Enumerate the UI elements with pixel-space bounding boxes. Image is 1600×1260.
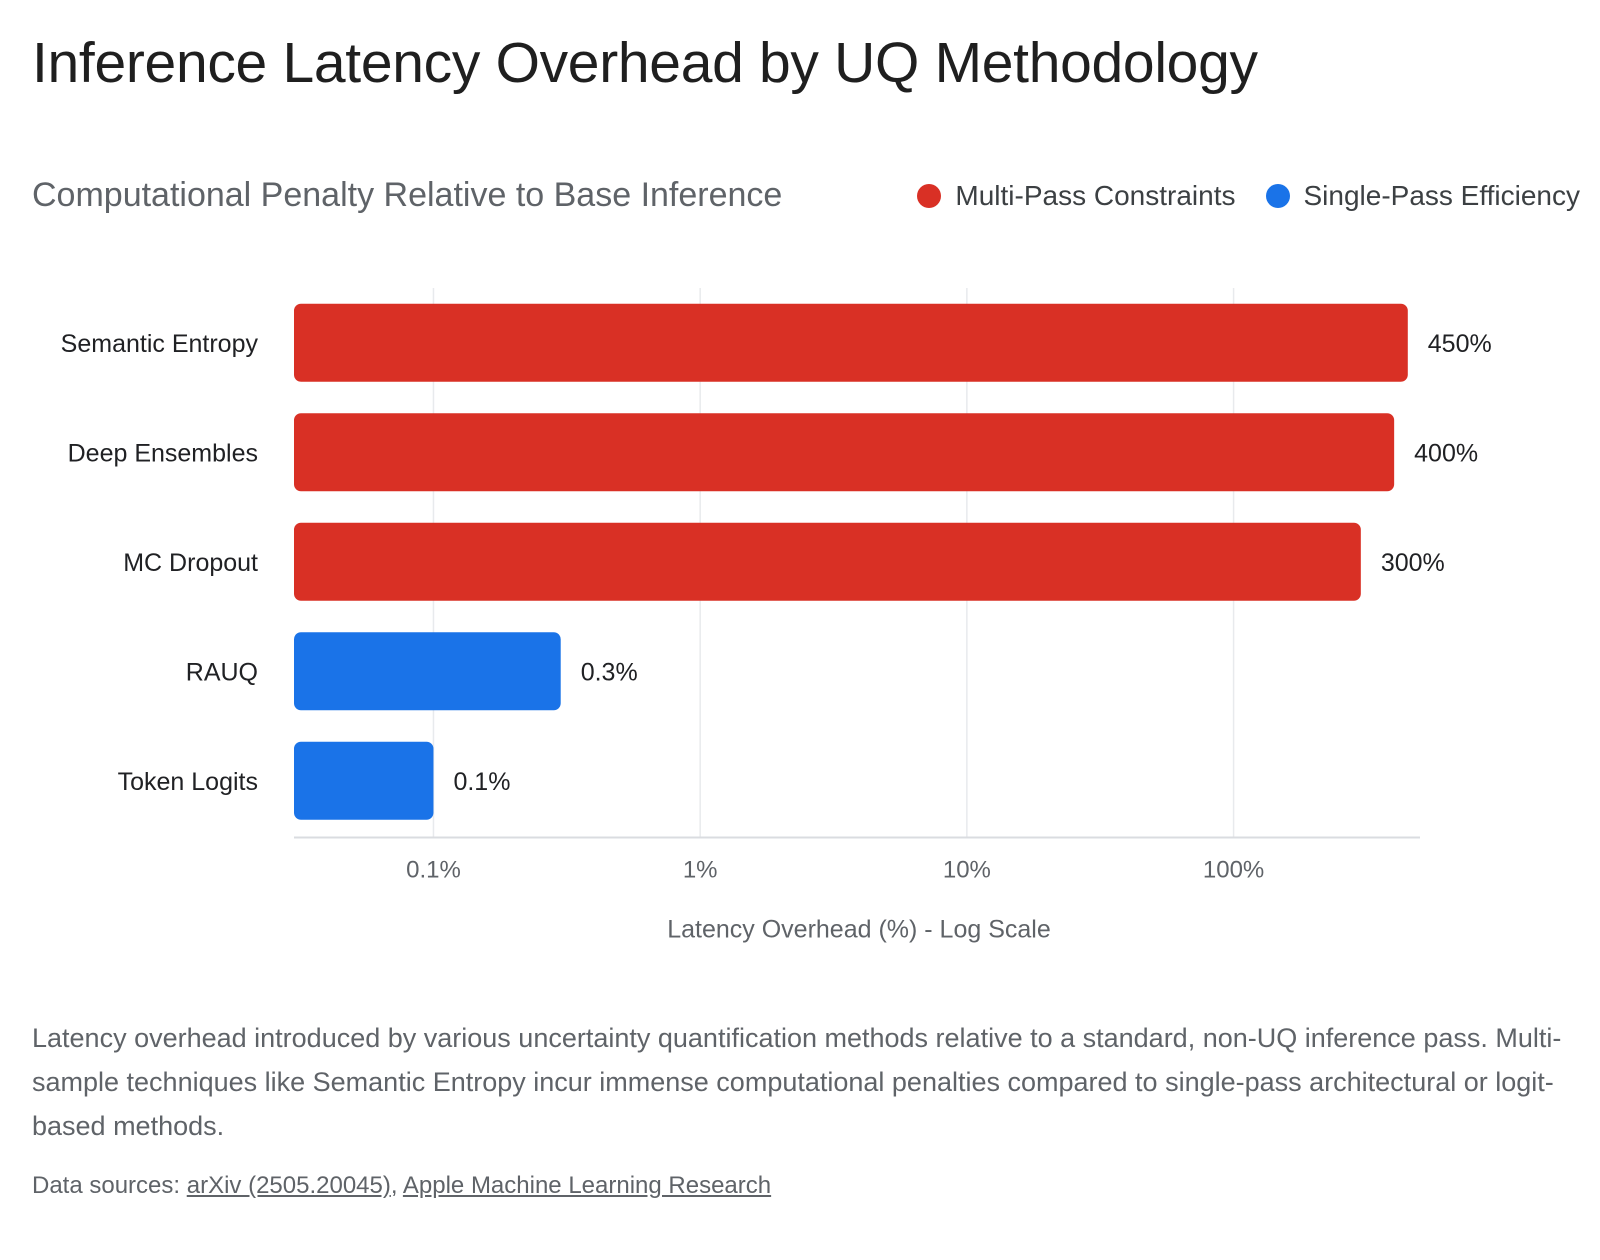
legend: Multi-Pass Constraints Single-Pass Effic…	[917, 180, 1580, 212]
category-label-token-logits: Token Logits	[118, 768, 258, 796]
bar-rauq	[294, 632, 561, 711]
legend-label-single-pass: Single-Pass Efficiency	[1303, 180, 1581, 211]
source-link-arxiv[interactable]: arXiv (2505.20045)	[186, 1172, 391, 1199]
bar-token-logits	[294, 741, 434, 820]
category-label-deep-ensembles: Deep Ensembles	[68, 439, 258, 467]
chart-subtitle: Computational Penalty Relative to Base I…	[32, 176, 783, 214]
data-sources: Data sources: arXiv (2505.20045), Apple …	[32, 1172, 771, 1200]
x-tick-label-100: 100%	[1203, 857, 1264, 884]
category-label-semantic-entropy: Semantic Entropy	[61, 330, 259, 358]
x-tick-label-0-1: 0.1%	[406, 857, 461, 884]
legend-label-multi-pass: Multi-Pass Constraints	[955, 180, 1236, 211]
source-link-apple-ml[interactable]: Apple Machine Learning Research	[402, 1172, 772, 1199]
legend-item-multi-pass: Multi-Pass Constraints	[917, 180, 1236, 212]
bar-deep-ensembles	[294, 413, 1395, 492]
value-label-token-logits: 0.1%	[453, 768, 510, 796]
legend-item-single-pass: Single-Pass Efficiency	[1265, 180, 1581, 212]
sources-separator: ,	[390, 1172, 403, 1199]
chart-description: Latency overhead introduced by various u…	[32, 1023, 1562, 1141]
chart-title: Inference Latency Overhead by UQ Methodo…	[32, 31, 1258, 95]
sources-prefix: Data sources:	[32, 1172, 187, 1199]
bar-mc-dropout	[294, 522, 1361, 601]
x-axis-title: Latency Overhead (%) - Log Scale	[667, 916, 1051, 944]
legend-dot-single-pass	[1265, 184, 1290, 208]
bar-chart: Semantic Entropy 450% Deep Ensembles 400% MC…	[61, 288, 1492, 944]
x-tick-label-10: 10%	[943, 857, 991, 884]
bar-semantic-entropy	[294, 303, 1408, 382]
value-label-mc-dropout: 300%	[1381, 549, 1445, 577]
value-label-semantic-entropy: 450%	[1428, 330, 1492, 358]
category-label-mc-dropout: MC Dropout	[123, 549, 258, 577]
value-label-deep-ensembles: 400%	[1414, 439, 1478, 467]
category-label-rauq: RAUQ	[186, 658, 258, 686]
legend-dot-multi-pass	[917, 184, 942, 208]
value-label-rauq: 0.3%	[581, 658, 638, 686]
x-tick-label-1: 1%	[683, 857, 718, 884]
